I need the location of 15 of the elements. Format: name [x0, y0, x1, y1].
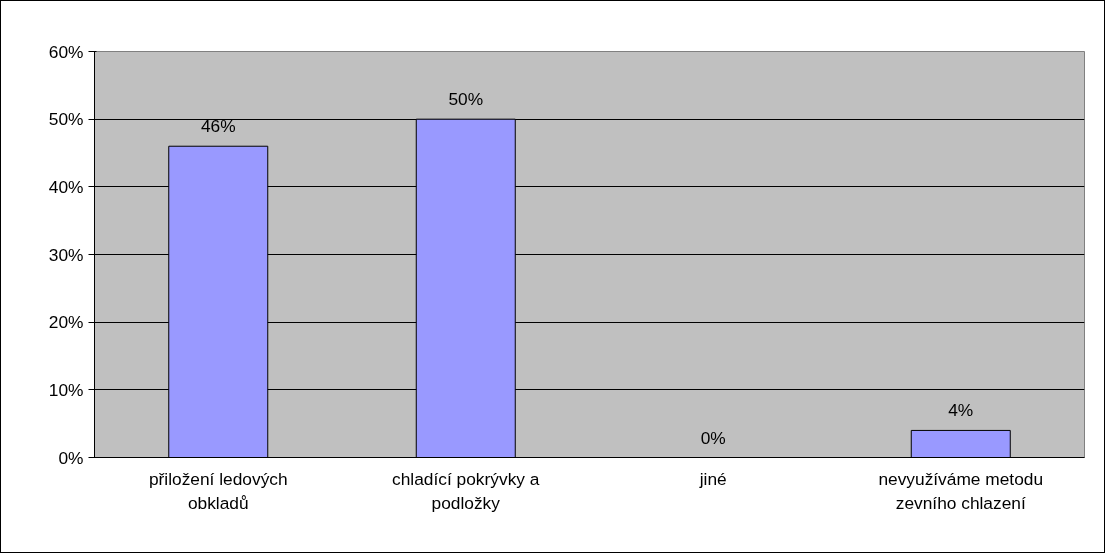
data-label: 46%: [200, 116, 236, 137]
y-tick-label: 10%: [48, 379, 84, 400]
data-label: 0%: [700, 427, 726, 448]
y-tick-label: 20%: [48, 312, 84, 333]
y-tick-label: 50%: [48, 109, 84, 130]
y-tick-label: 30%: [48, 244, 84, 265]
data-label: 50%: [448, 89, 484, 110]
y-tick-label: 0%: [58, 447, 84, 468]
x-tick-label: přiložení ledových obkladů: [148, 468, 288, 513]
data-label: 4%: [948, 400, 974, 421]
x-tick-label: chladící pokrývky a podložky: [392, 468, 540, 513]
x-tick-label: nevyužíváme metodu zevního chlazení: [878, 468, 1044, 513]
y-tick-label: 40%: [48, 176, 84, 197]
y-tick-label: 60%: [48, 41, 84, 62]
x-tick-label: jiné: [698, 468, 727, 489]
